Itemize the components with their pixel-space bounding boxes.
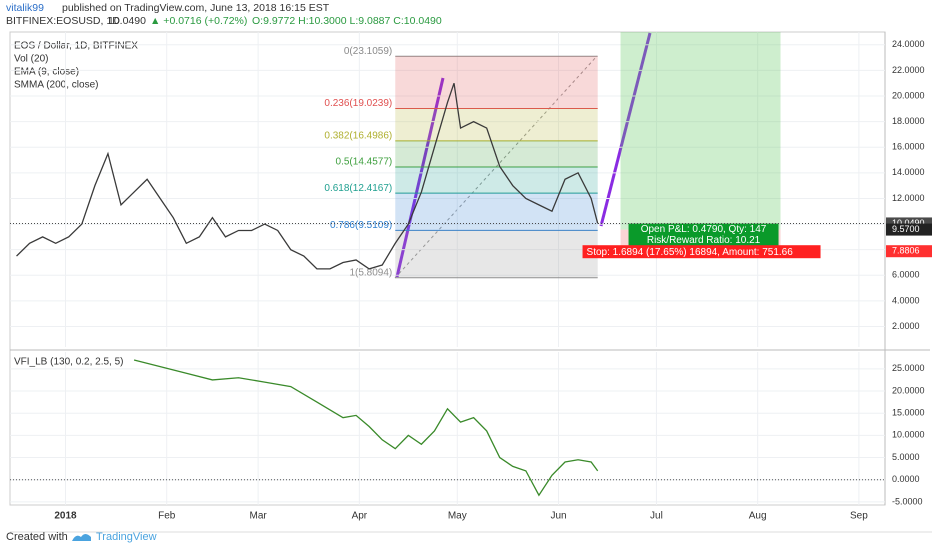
y-tick-label: 22.0000 — [892, 65, 925, 75]
ohlc: O:9.9772 H:10.3000 L:9.0887 C:10.0490 — [252, 15, 442, 27]
price-tag — [886, 245, 932, 258]
footer-created: Created with — [6, 531, 68, 543]
series-line — [133, 359, 599, 497]
x-tick-label: Apr — [352, 511, 368, 522]
author[interactable]: vitalik99 — [6, 2, 44, 14]
footer-brand[interactable]: TradingView — [96, 531, 157, 543]
legend-item: SMMA (200, close) — [14, 80, 98, 91]
fib-band — [395, 140, 598, 167]
x-tick-label: Feb — [158, 511, 176, 522]
fib-band — [395, 166, 598, 194]
x-tick-label: Jun — [550, 511, 566, 522]
fib-label: 0(23.1059) — [344, 46, 392, 57]
y-tick-label: -5.0000 — [892, 496, 923, 506]
y-tick-label: 16.0000 — [892, 142, 925, 152]
x-tick-label: Mar — [250, 511, 268, 522]
change: ▲ +0.0716 (+0.72%) — [150, 15, 247, 27]
fib-label: 0.786(9.5109) — [330, 220, 392, 231]
pnl-text: Open P&L: 0.4790, Qty: 147 — [641, 224, 767, 235]
y-tick-label: 24.0000 — [892, 39, 925, 49]
y-tick-label: 0.0000 — [892, 474, 920, 484]
fib-label: 0.382(16.4986) — [324, 131, 392, 142]
target-zone — [620, 32, 781, 230]
pnl-box — [628, 223, 779, 248]
symbol: BITFINEX:EOSUSD, 1D — [6, 15, 120, 27]
y-tick-label: 10.0000 — [892, 430, 925, 440]
y-tick-label: 15.0000 — [892, 408, 925, 418]
fib-label: 1(5.8094) — [349, 267, 392, 278]
last-price: 10.0490 — [108, 15, 146, 27]
price-tag — [886, 223, 932, 236]
fib-band — [395, 108, 598, 141]
fib-band — [395, 230, 598, 278]
fib-band — [395, 56, 598, 109]
indicator-title: VFI_LB (130, 0.2, 2.5, 5) — [14, 357, 124, 368]
brand-logo — [72, 534, 91, 541]
fib-label: 0.5(14.4577) — [336, 157, 393, 168]
legend: EOS / Dollar, 1D, BITFINEX Vol (20) EMA (9… — [14, 41, 138, 91]
ratio-text: Risk/Reward Ratio: 10.21 — [647, 235, 761, 246]
series-line — [16, 83, 599, 270]
x-tick-label: Jul — [650, 511, 663, 522]
y-tick-label: 14.0000 — [892, 167, 925, 177]
projection-line — [395, 77, 445, 278]
legend-item: EMA (9, close) — [14, 67, 79, 78]
x-tick-label: May — [448, 511, 467, 522]
y-tick-label: 4.0000 — [892, 295, 920, 305]
y-tick-label: 18.0000 — [892, 116, 925, 126]
price-tag-label: 7.8806 — [892, 246, 920, 256]
y-tick-label: 20.0000 — [892, 90, 925, 100]
y-tick-label: 25.0000 — [892, 363, 925, 373]
x-tick-label: Sep — [850, 511, 868, 522]
stop-text: Stop: 1.6894 (17.65%) 16894, Amount: 751… — [587, 247, 794, 258]
legend-item: Vol (20) — [14, 54, 48, 65]
fib-band — [395, 193, 598, 231]
y-tick-label: 12.0000 — [892, 193, 925, 203]
fib-label: 0.618(12.4167) — [324, 183, 392, 194]
stop-box — [582, 245, 821, 259]
y-tick-label: 6.0000 — [892, 270, 920, 280]
projection-line — [599, 32, 652, 227]
x-tick-label: 2018 — [54, 511, 77, 522]
x-tick-label: Aug — [749, 511, 767, 522]
y-tick-label: 2.0000 — [892, 321, 920, 331]
y-tick-label: 20.0000 — [892, 385, 925, 395]
legend-item: EOS / Dollar, 1D, BITFINEX — [14, 41, 138, 52]
price-tag-label: 10.0490 — [892, 218, 925, 228]
price-tag-label: 9.5700 — [892, 224, 920, 234]
fib-label: 0.236(19.0239) — [324, 98, 392, 109]
y-tick-label: 5.0000 — [892, 452, 920, 462]
published: published on TradingView.com, June 13, 2… — [62, 2, 330, 14]
